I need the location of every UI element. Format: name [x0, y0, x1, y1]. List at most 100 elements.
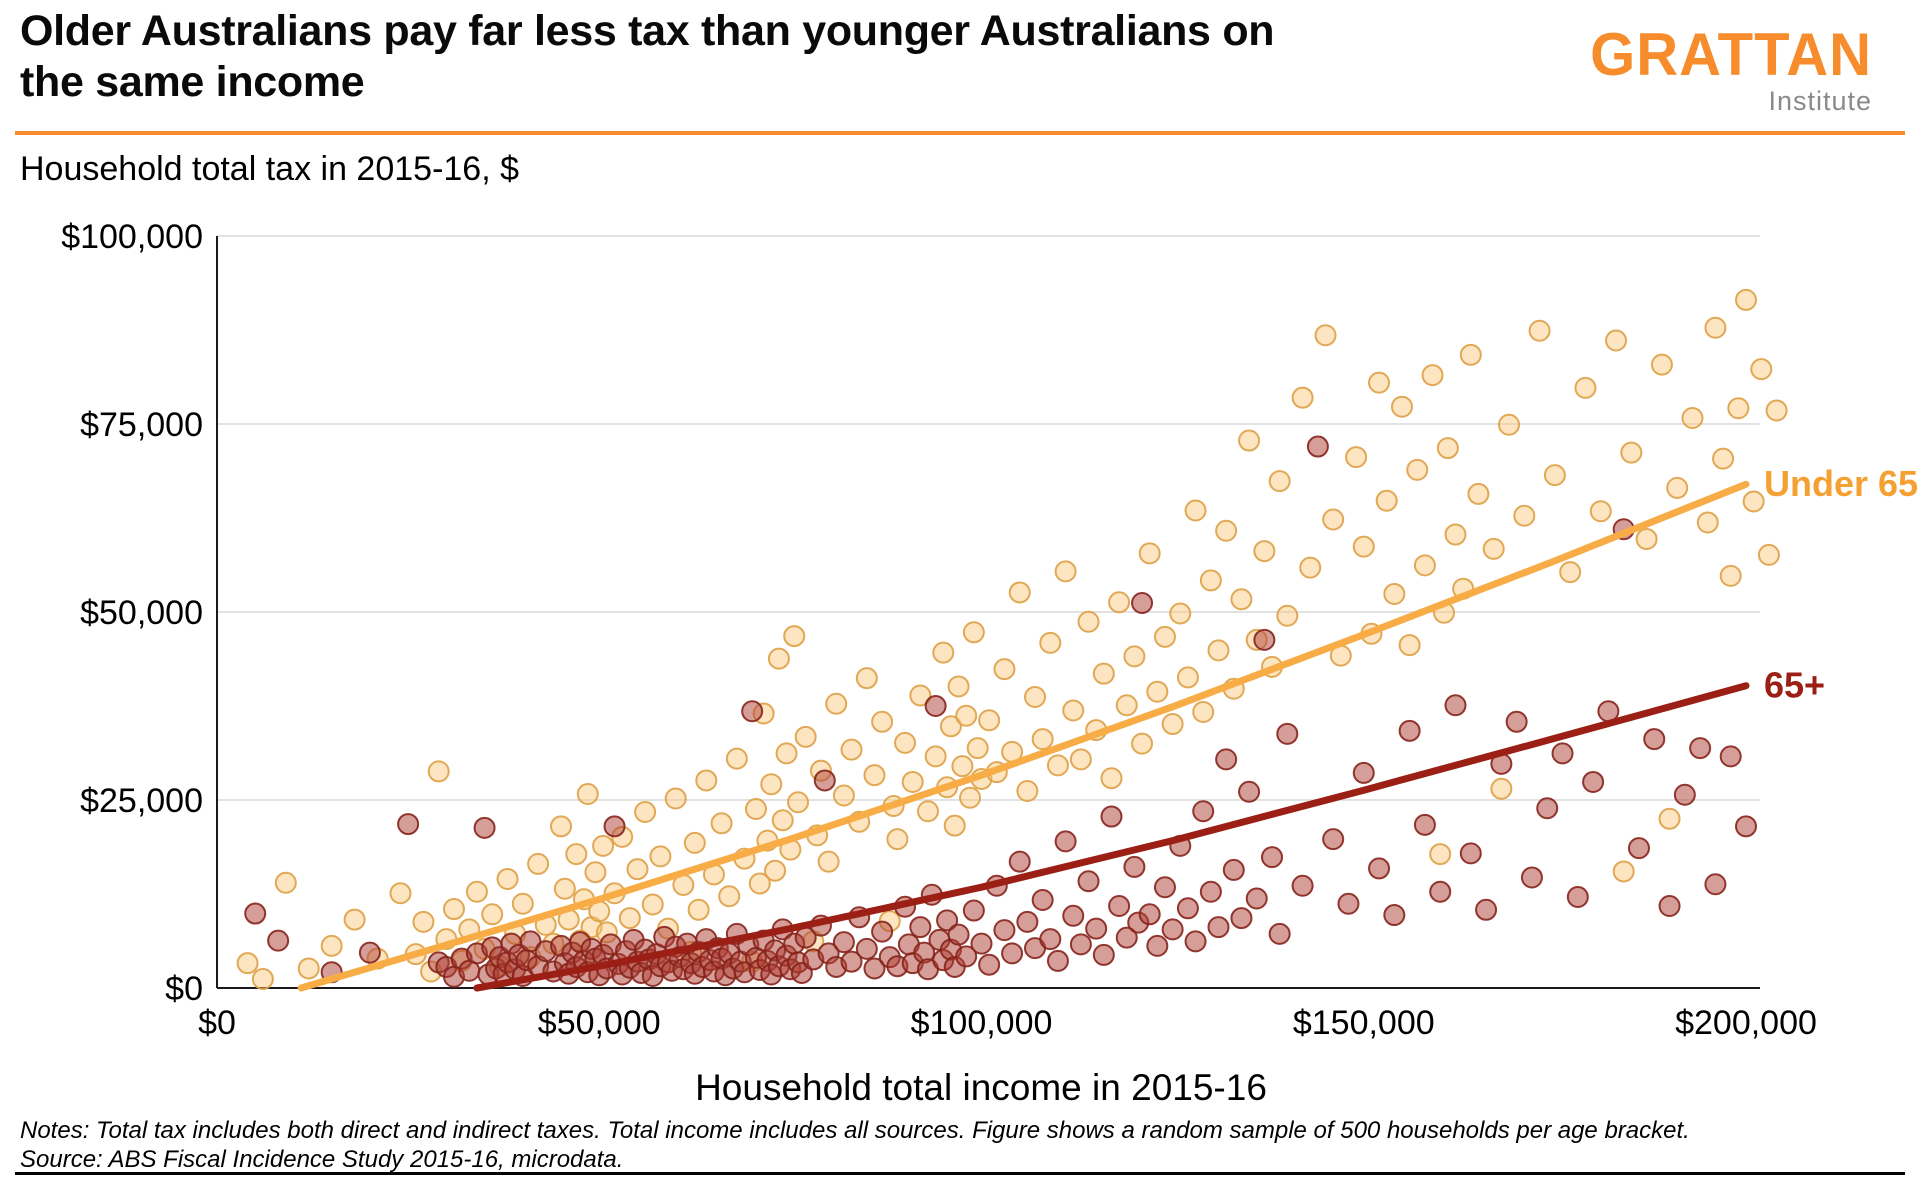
scatter-point-under-65: [236, 952, 259, 975]
scatter-point-65-plus: [1238, 780, 1261, 803]
scatter-point-65-plus: [840, 950, 863, 973]
scatter-point-under-65: [1146, 680, 1169, 703]
scatter-point-65-plus: [1008, 850, 1031, 873]
scatter-point-under-65: [832, 784, 855, 807]
scatter-point-65-plus: [1383, 904, 1406, 927]
footnotes: Notes: Total tax includes both direct an…: [20, 1116, 1900, 1174]
scatter-point-under-65: [1375, 489, 1398, 512]
scatter-point-65-plus: [1459, 842, 1482, 865]
scatter-point-under-65: [1169, 602, 1192, 625]
scatter-point-65-plus: [1551, 742, 1574, 765]
scatter-point-under-65: [1666, 476, 1689, 499]
scatter-point-65-plus: [1413, 813, 1436, 836]
scatter-point-under-65: [1559, 561, 1582, 584]
scatter-point-under-65: [1077, 610, 1100, 633]
scatter-point-under-65: [1115, 694, 1138, 717]
scatter-point-under-65: [939, 715, 962, 738]
scatter-point-65-plus: [1566, 886, 1589, 909]
scatter-point-under-65: [1215, 519, 1238, 542]
scatter-point-65-plus: [1261, 846, 1284, 869]
scatter-point-65-plus: [1146, 934, 1169, 957]
scatter-point-65-plus: [1222, 858, 1245, 881]
scatter-point-65-plus: [924, 695, 947, 717]
scatter-point-under-65: [1750, 358, 1773, 381]
scatter-point-under-65: [764, 859, 787, 882]
scatter-point-under-65: [1291, 386, 1314, 409]
scatter-point-under-65: [955, 704, 978, 727]
scatter-point-under-65: [1069, 748, 1092, 771]
scatter-point-under-65: [1719, 564, 1742, 587]
scatter-point-under-65: [1406, 458, 1429, 481]
scatter-point-under-65: [1605, 329, 1628, 352]
scatter-point-65-plus: [1153, 876, 1176, 899]
scatter-point-under-65: [1314, 324, 1337, 347]
scatter-point-under-65: [1421, 364, 1444, 387]
scatter-point-under-65: [274, 871, 297, 894]
scatter-point-under-65: [618, 907, 641, 930]
scatter-point-under-65: [576, 782, 599, 805]
scatter-point-under-65: [794, 725, 817, 748]
y-tick-label: $50,000: [80, 594, 203, 632]
scatter-point-65-plus: [1100, 805, 1123, 828]
scatter-point-65-plus: [1306, 435, 1329, 458]
scatter-point-under-65: [1199, 569, 1222, 592]
scatter-point-under-65: [1153, 625, 1176, 648]
orange-divider: [15, 131, 1905, 135]
scatter-point-under-65: [1742, 490, 1765, 513]
scatter-point-65-plus: [1192, 800, 1215, 823]
chart-area: $0 $25,000 $50,000 $75,000 $100,000 $0 $50,000…: [0, 195, 1920, 1115]
scatter-point-under-65: [767, 647, 790, 670]
scatter-point-65-plus: [1322, 828, 1345, 851]
scatter-point-under-65: [389, 882, 412, 905]
scatter-point-65-plus: [909, 916, 932, 939]
scatter-point-65-plus: [947, 923, 970, 946]
scatter-point-65-plus: [978, 953, 1001, 976]
scatter-point-under-65: [771, 809, 794, 832]
scatter-point-under-65: [1039, 631, 1062, 654]
scatter-point-under-65: [1161, 713, 1184, 736]
scatter-point-under-65: [634, 801, 657, 824]
scatter-point-65-plus: [1062, 904, 1085, 927]
scatter-point-under-65: [1498, 413, 1521, 436]
scatter-point-under-65: [1046, 754, 1069, 777]
scatter-point-65-plus: [1031, 889, 1054, 912]
scatter-point-under-65: [1528, 319, 1551, 342]
scatter-point-under-65: [787, 791, 810, 814]
scatter-point-65-plus: [1199, 880, 1222, 903]
scatter-point-65-plus: [1046, 949, 1069, 972]
scatter-point-under-65: [1650, 353, 1673, 376]
scatter-point-under-65: [343, 908, 366, 931]
scatter-point-65-plus: [741, 700, 764, 723]
scatter-point-under-65: [775, 742, 798, 765]
scatter-point-under-65: [550, 815, 573, 838]
scatter-point-under-65: [966, 737, 989, 760]
scatter-point-65-plus: [1444, 694, 1467, 717]
scatter-point-under-65: [1436, 437, 1459, 460]
scatter-point-under-65: [840, 738, 863, 761]
scatter-point-under-65: [1658, 807, 1681, 830]
scatter-point-under-65: [744, 798, 767, 821]
scatter-point-under-65: [725, 747, 748, 770]
trend-lines: [297, 480, 1750, 992]
scatter-point-under-65: [943, 814, 966, 837]
scatter-point-under-65: [527, 852, 550, 875]
scatter-point-65-plus: [1643, 728, 1666, 751]
scatter-point-under-65: [626, 858, 649, 881]
scatter-point-65-plus: [1092, 943, 1115, 966]
scatter-point-under-65: [1704, 316, 1727, 339]
scatter-point-under-65: [783, 625, 806, 648]
gridlines: [217, 235, 1760, 801]
scatter-point-under-65: [427, 760, 450, 783]
scatter-point-under-65: [649, 845, 672, 868]
scatter-point-under-65: [760, 773, 783, 796]
scatter-point-under-65: [1513, 504, 1536, 527]
scatter-point-under-65: [1230, 588, 1253, 611]
scatter-point-under-65: [251, 967, 274, 990]
scatter-point-65-plus: [1001, 942, 1024, 965]
scatter-point-65-plus: [1429, 880, 1452, 903]
series-label-under-65: Under 65: [1764, 463, 1918, 504]
scatter-point-65-plus: [397, 813, 420, 836]
scatter-point-under-65: [1031, 728, 1054, 751]
scatter-point-under-65: [1016, 779, 1039, 802]
scatter-point-65-plus: [1131, 591, 1154, 614]
